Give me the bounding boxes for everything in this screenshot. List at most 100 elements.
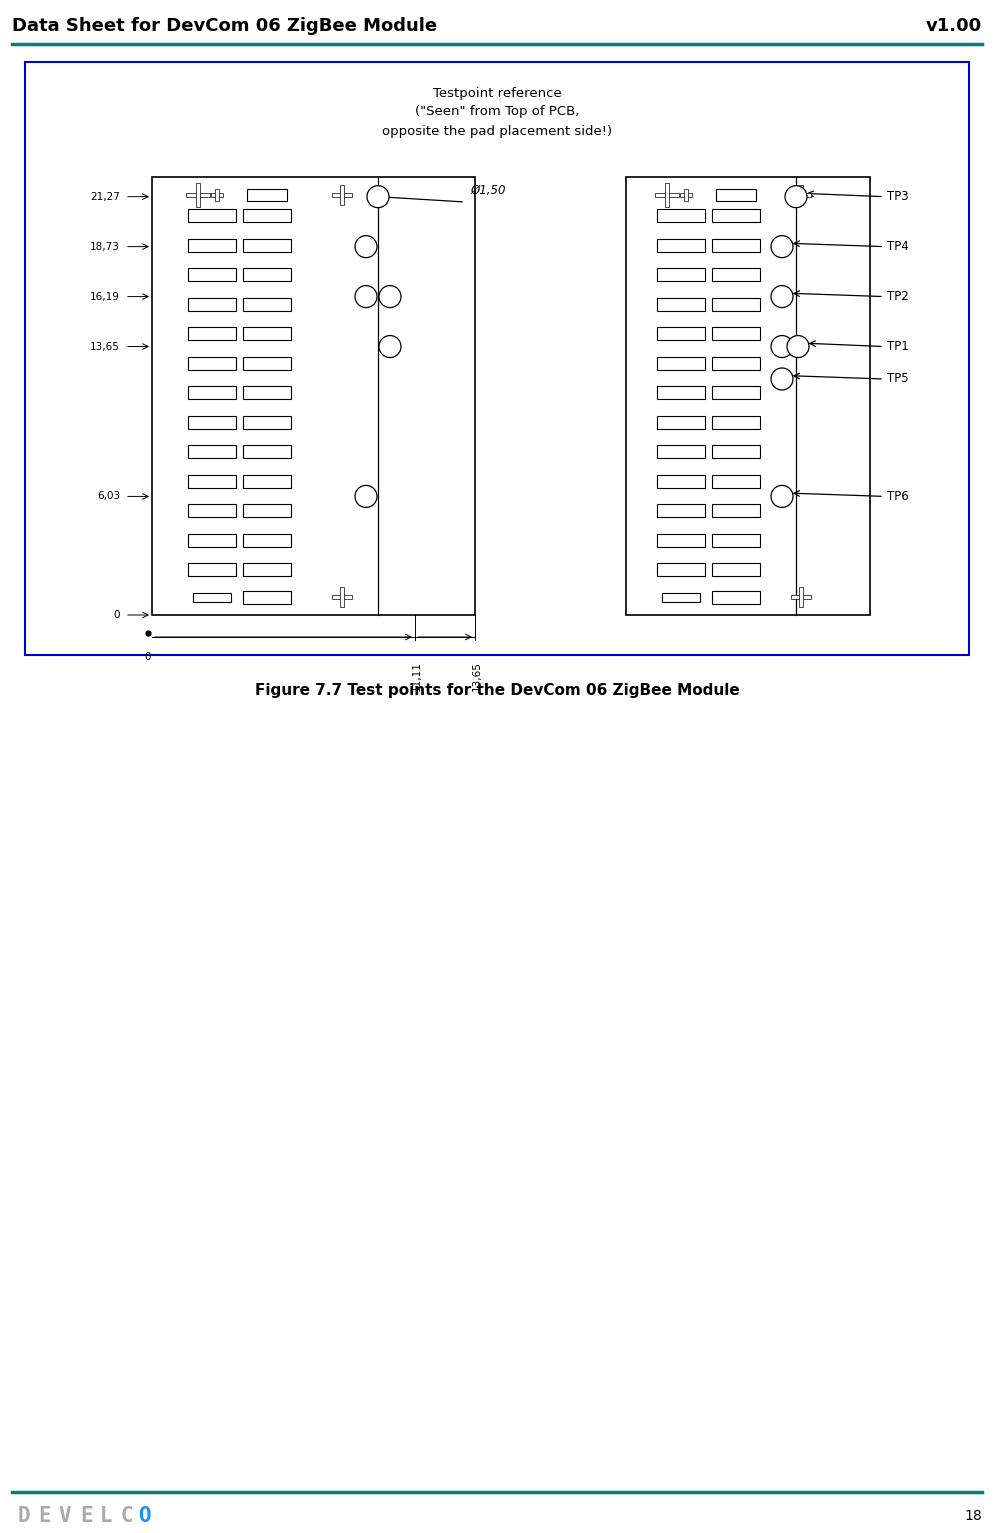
Text: Testpoint reference: Testpoint reference	[432, 86, 562, 100]
Bar	[657, 445, 705, 458]
Text: TP4: TP4	[887, 241, 909, 253]
Bar	[665, 182, 669, 207]
Bar	[684, 189, 688, 201]
Text: E: E	[38, 1505, 51, 1525]
Circle shape	[771, 486, 793, 507]
Bar	[243, 386, 291, 399]
Bar	[188, 239, 236, 251]
Bar	[188, 563, 236, 576]
Text: C: C	[120, 1505, 132, 1525]
Bar	[712, 445, 760, 458]
Bar	[196, 182, 200, 207]
Bar	[243, 239, 291, 251]
Bar	[655, 193, 679, 198]
Bar	[247, 189, 287, 201]
Bar	[662, 592, 700, 601]
Circle shape	[771, 285, 793, 308]
Text: D: D	[18, 1505, 31, 1525]
Bar	[188, 504, 236, 517]
Bar	[193, 592, 231, 601]
Text: L: L	[100, 1505, 112, 1525]
Bar	[712, 504, 760, 517]
Circle shape	[771, 368, 793, 389]
Circle shape	[379, 336, 401, 357]
Bar	[332, 193, 352, 198]
Bar	[188, 445, 236, 458]
Text: TP6: TP6	[887, 491, 909, 503]
Bar	[243, 563, 291, 576]
Text: O: O	[138, 1505, 151, 1525]
Bar	[188, 208, 236, 222]
Bar	[712, 533, 760, 547]
Bar	[799, 587, 803, 607]
Text: TP1: TP1	[887, 340, 909, 353]
Bar	[657, 475, 705, 487]
Text: 18,73: 18,73	[90, 242, 120, 251]
Bar	[243, 590, 291, 604]
Bar	[791, 193, 811, 198]
Bar	[657, 239, 705, 251]
Bar	[657, 357, 705, 369]
Text: E: E	[80, 1505, 92, 1525]
Bar	[712, 268, 760, 281]
Bar	[657, 208, 705, 222]
Text: 16,19: 16,19	[90, 291, 120, 302]
Bar	[243, 297, 291, 311]
Text: TP5: TP5	[887, 373, 909, 385]
Bar	[657, 415, 705, 429]
Bar	[712, 327, 760, 340]
Bar	[243, 208, 291, 222]
Text: 0: 0	[113, 610, 120, 619]
Text: 13,65: 13,65	[90, 342, 120, 351]
Bar	[188, 533, 236, 547]
Bar	[712, 590, 760, 604]
Bar	[340, 185, 344, 205]
Text: V: V	[58, 1505, 71, 1525]
Bar	[186, 193, 210, 198]
Bar	[188, 268, 236, 281]
Bar	[712, 239, 760, 251]
Bar	[152, 176, 475, 615]
Bar	[25, 61, 969, 655]
Text: Figure 7.7 Test points for the DevCom 06 ZigBee Module: Figure 7.7 Test points for the DevCom 06…	[254, 682, 740, 698]
Bar	[188, 357, 236, 369]
Text: 11,11: 11,11	[412, 661, 421, 691]
Text: Data Sheet for DevCom 06 ZigBee Module: Data Sheet for DevCom 06 ZigBee Module	[12, 17, 437, 35]
Text: v1.00: v1.00	[925, 17, 982, 35]
Text: 21,27: 21,27	[90, 192, 120, 202]
Bar	[243, 268, 291, 281]
Bar	[712, 415, 760, 429]
Bar	[712, 357, 760, 369]
Circle shape	[771, 236, 793, 258]
Bar	[243, 533, 291, 547]
Text: TP3: TP3	[887, 190, 909, 204]
Circle shape	[379, 285, 401, 308]
Bar	[799, 185, 803, 205]
Bar	[243, 357, 291, 369]
Bar	[243, 504, 291, 517]
Bar	[215, 189, 219, 201]
Text: TP2: TP2	[887, 290, 909, 304]
Bar	[712, 208, 760, 222]
Bar	[657, 327, 705, 340]
Bar	[211, 193, 223, 198]
Text: 6,03: 6,03	[96, 492, 120, 501]
Bar	[188, 415, 236, 429]
Bar	[657, 386, 705, 399]
Bar	[188, 386, 236, 399]
Bar	[657, 268, 705, 281]
Circle shape	[355, 285, 377, 308]
Bar	[243, 415, 291, 429]
Text: Ø1,50: Ø1,50	[470, 184, 506, 198]
Circle shape	[785, 185, 807, 207]
Bar	[243, 445, 291, 458]
Text: 0: 0	[145, 652, 151, 662]
Bar	[791, 595, 811, 599]
Bar	[243, 475, 291, 487]
Bar	[188, 475, 236, 487]
Bar	[712, 563, 760, 576]
Text: ("Seen" from Top of PCB,: ("Seen" from Top of PCB,	[414, 106, 580, 118]
Circle shape	[355, 486, 377, 507]
Bar	[657, 297, 705, 311]
Bar	[657, 504, 705, 517]
